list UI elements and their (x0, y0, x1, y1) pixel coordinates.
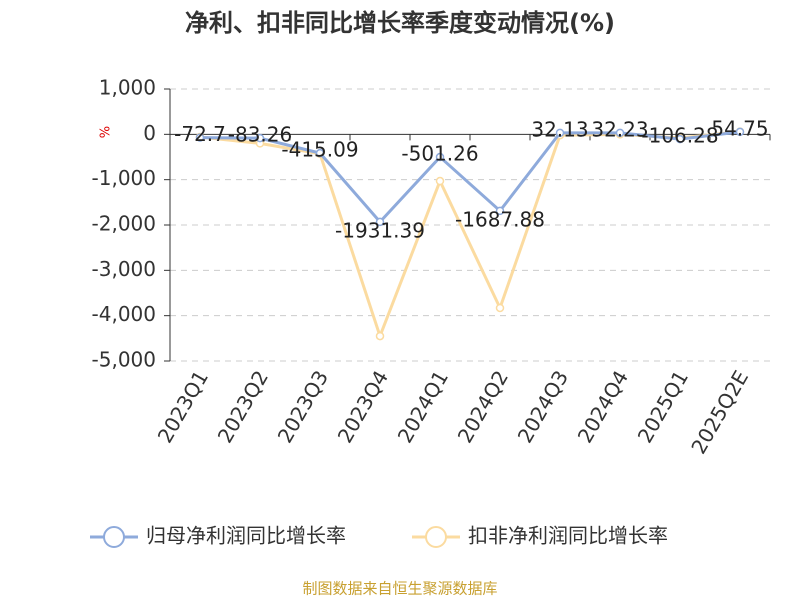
x-tick-label: 2024Q3 (513, 366, 573, 447)
point (675, 134, 685, 144)
point (495, 303, 505, 313)
data-label: 32.23 (591, 117, 648, 141)
chart-title: 净利、扣非同比增长率季度变动情况(%) (185, 9, 615, 37)
source: 制图数据来自恒生聚源数据库 (302, 580, 497, 598)
data-label: -1687.88 (455, 207, 545, 231)
y-tick-label: 1,000 (99, 76, 156, 100)
x-tick-label: 2025Q2E (686, 366, 753, 458)
y-tick-label: -4,000 (92, 302, 156, 326)
x-tick-label: 2024Q1 (393, 366, 453, 447)
y-tick-label: -1,000 (92, 166, 156, 190)
x-tick-label: 2023Q2 (213, 366, 273, 447)
y-tick-label: 0 (143, 121, 156, 145)
data-label: -501.26 (401, 142, 478, 166)
x-tick-label: 2024Q4 (573, 366, 633, 447)
data-label: 54.75 (711, 116, 768, 140)
x-tick-label: 2023Q1 (153, 366, 213, 447)
point (375, 217, 385, 227)
point (555, 128, 565, 138)
point (735, 127, 745, 137)
legend-marker (425, 526, 447, 548)
y-tick-label: -3,000 (92, 257, 156, 281)
data-label: 32.13 (531, 117, 588, 141)
point (435, 152, 445, 162)
x-tick-label: 2024Q2 (453, 366, 513, 447)
data-label: -1931.39 (335, 218, 425, 242)
x-tick-label: 2023Q4 (333, 366, 393, 447)
point (255, 133, 265, 143)
y-unit: % (99, 126, 114, 138)
series-line (199, 130, 741, 225)
data-label: -415.09 (281, 138, 358, 162)
x-tick-label: 2025Q1 (633, 366, 693, 447)
legend-label: 归母净利润同比增长率 (146, 524, 346, 548)
data-label: -83.26 (228, 123, 292, 147)
x-tick-label: 2023Q3 (273, 366, 333, 447)
point (315, 148, 325, 158)
point (495, 206, 505, 216)
y-tick-label: -2,000 (92, 212, 156, 236)
point (375, 331, 385, 341)
point (195, 133, 205, 142)
y-tick-label: -5,000 (92, 348, 156, 372)
data-label: -106.28 (641, 124, 718, 148)
legend-marker (103, 526, 125, 548)
point (615, 128, 625, 138)
data-label: -72.7 (174, 122, 226, 146)
point (435, 176, 445, 186)
legend-label: 扣非净利润同比增长率 (468, 524, 668, 548)
